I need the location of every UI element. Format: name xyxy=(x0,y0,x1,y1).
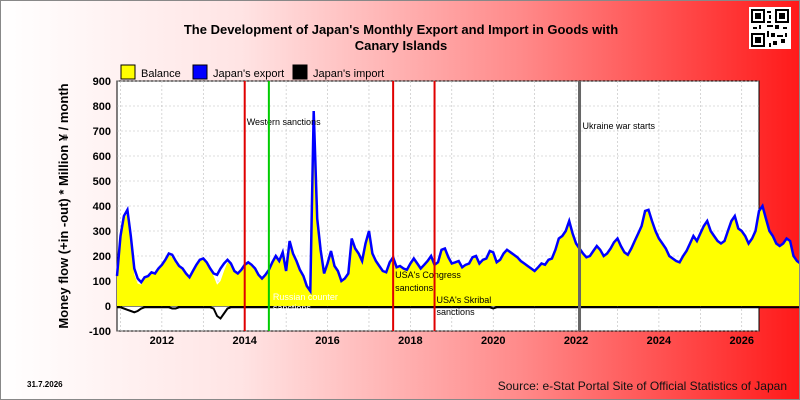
y-tick-label: 500 xyxy=(93,176,111,188)
import-line xyxy=(117,306,799,320)
event-label: Ukraine war starts xyxy=(583,121,656,131)
event-label: USA's Congress xyxy=(395,270,461,280)
axis-ticks: 900 800 700 600 500 400 300 200 100 0 -100 2012 2014… xyxy=(89,76,754,347)
export-line xyxy=(115,110,799,295)
event-label: sanctions xyxy=(437,307,476,317)
chart-title-line1: The Development of Japan's Monthly Expor… xyxy=(184,22,618,37)
event-label: Russian counter xyxy=(273,292,338,302)
y-tick-label: 900 xyxy=(93,76,111,88)
balance-area xyxy=(117,112,799,306)
event-label: Western sanctions xyxy=(247,117,321,127)
legend-label: Balance xyxy=(141,68,181,80)
legend: Balance Japan's export Japan's import xyxy=(120,64,384,80)
y-tick-label: 400 xyxy=(93,201,111,213)
event-label: sanctions xyxy=(395,283,434,293)
y-tick-label: 600 xyxy=(93,151,111,163)
legend-swatch xyxy=(292,64,308,80)
x-tick-label: 2016 xyxy=(315,335,339,347)
chart-title-line2: Canary Islands xyxy=(355,38,448,53)
y-tick-label: 800 xyxy=(93,101,111,113)
x-tick-label: 2012 xyxy=(150,335,174,347)
x-tick-label: 2022 xyxy=(564,335,588,347)
y-tick-label: 0 xyxy=(105,301,111,313)
legend-label: Japan's import xyxy=(313,68,384,80)
datestamp: 31.7.2026 xyxy=(27,380,63,389)
qr-code-icon xyxy=(749,7,791,49)
event-label: sanctions xyxy=(273,303,312,313)
y-tick-label: 300 xyxy=(93,226,111,238)
x-tick-label: 2024 xyxy=(647,335,672,347)
series-layer xyxy=(115,110,799,320)
source-note: Source: e-Stat Portal Site of Official S… xyxy=(497,379,787,393)
y-tick-label: 700 xyxy=(93,126,111,138)
legend-swatch xyxy=(192,64,208,80)
x-tick-label: 2020 xyxy=(481,335,505,347)
x-tick-label: 2026 xyxy=(729,335,753,347)
y-tick-label: -100 xyxy=(89,326,111,338)
event-label: USA's Skribal xyxy=(437,295,492,305)
legend-label: Japan's export xyxy=(213,68,284,80)
y-axis-label: Money flow (+in -out) * Million ¥ / mont… xyxy=(56,83,71,328)
x-tick-label: 2018 xyxy=(398,335,422,347)
legend-swatch xyxy=(120,64,136,80)
y-tick-label: 200 xyxy=(93,251,111,263)
x-tick-label: 2014 xyxy=(232,335,257,347)
y-tick-label: 100 xyxy=(93,276,111,288)
